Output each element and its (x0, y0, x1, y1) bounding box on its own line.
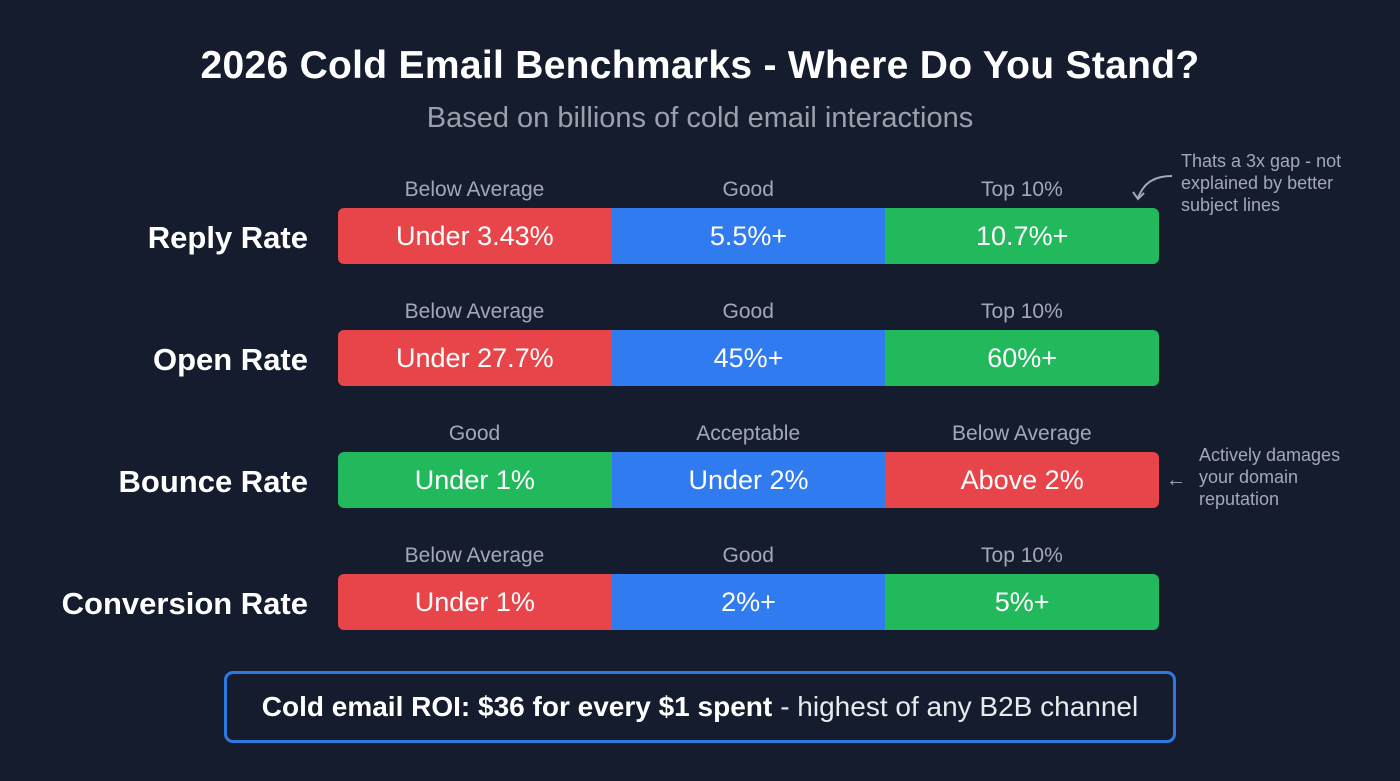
reply-rate-note: Thats a 3x gap - not explained by better… (1181, 151, 1342, 215)
left-arrow-icon: ← (1166, 469, 1186, 491)
tier-segment: Under 3.43% (338, 208, 612, 264)
tier-segment: 10.7%+ (885, 208, 1159, 264)
tier-segment: 60%+ (885, 330, 1159, 386)
tier-label: Good (448, 422, 501, 445)
tier-label: Below Average (404, 300, 545, 323)
metric-label: Reply Rate (147, 220, 308, 255)
tier-label: Good (722, 178, 774, 201)
bounce-rate-note: Actively damages your domain reputation (1199, 445, 1341, 509)
metric-label: Conversion Rate (61, 586, 308, 621)
tier-label: Below Average (404, 178, 545, 201)
tier-segment: Under 1% (338, 452, 612, 508)
benchmark-bar: Under 3.43% 5.5%+ 10.7%+ (338, 208, 1159, 264)
roi-highlight: Cold email ROI: $36 for every $1 spent (261, 691, 773, 722)
tier-label: Top 10% (981, 544, 1063, 567)
tier-segment: Under 1% (338, 574, 612, 630)
tier-label: Good (722, 300, 774, 323)
curved-arrow-icon (1132, 175, 1173, 201)
tier-label: Below Average (404, 544, 545, 567)
benchmark-bar: Under 1% Under 2% Above 2% (338, 452, 1159, 508)
tier-segment: 5.5%+ (611, 208, 886, 264)
tier-label: Top 10% (981, 300, 1063, 323)
roi-detail: - highest of any B2B channel (780, 691, 1139, 722)
tier-segment: Under 27.7% (338, 330, 612, 386)
benchmark-row: Conversion Rate Below Average Good Top 10% U… (0, 544, 1400, 644)
benchmark-row: Open Rate Below Average Good Top 10% Under 2… (0, 300, 1400, 400)
metric-label: Bounce Rate (118, 464, 308, 499)
page-subtitle: Based on billions of cold email interact… (426, 102, 974, 134)
tier-label: Acceptable (696, 422, 801, 445)
benchmark-bar: Under 27.7% 45%+ 60%+ (338, 330, 1159, 386)
tier-label: Good (722, 544, 774, 567)
tier-label: Top 10% (981, 178, 1063, 201)
tier-segment: Under 2% (611, 452, 886, 508)
tier-segment: 2%+ (611, 574, 886, 630)
tier-segment: 5%+ (885, 574, 1159, 630)
benchmark-bar: Under 1% 2%+ 5%+ (338, 574, 1159, 630)
page-title: 2026 Cold Email Benchmarks - Where Do Yo… (200, 44, 1200, 87)
tier-segment: Above 2% (885, 452, 1159, 508)
benchmark-row: Reply Rate Below Average Good Top 10% Under … (0, 178, 1400, 278)
tier-label: Below Average (952, 422, 1092, 445)
metric-label: Open Rate (152, 342, 308, 377)
tier-segment: 45%+ (611, 330, 886, 386)
roi-callout: Cold email ROI: $36 for every $1 spent -… (224, 671, 1176, 743)
benchmark-row: Bounce Rate Good Acceptable Below Average Un… (0, 422, 1400, 522)
